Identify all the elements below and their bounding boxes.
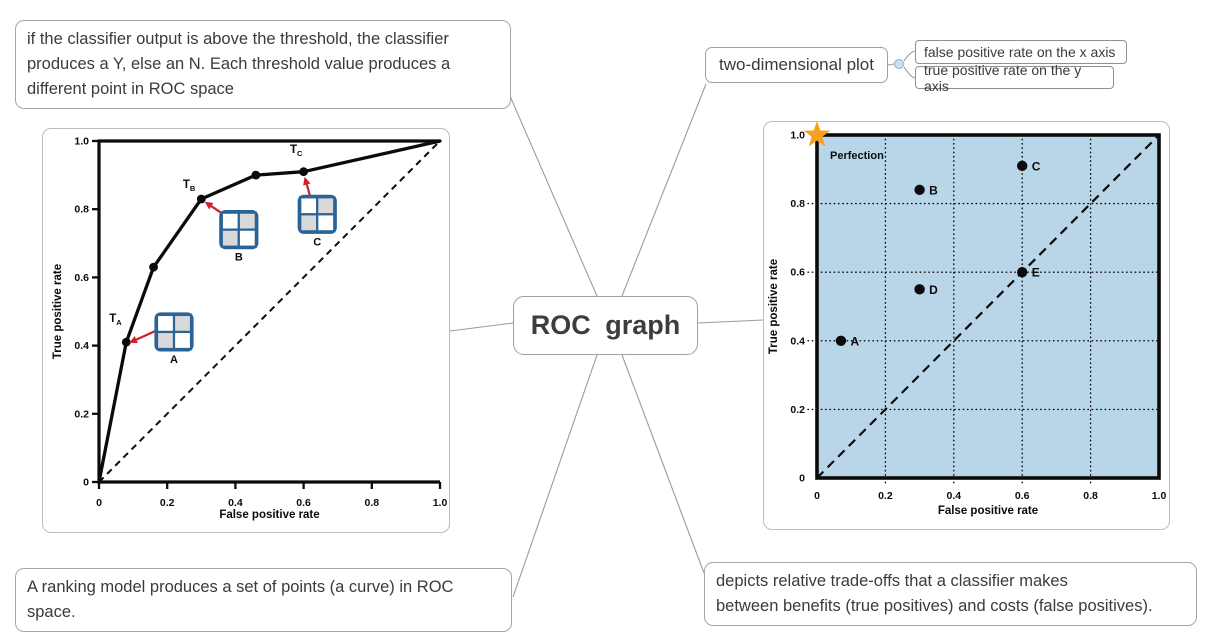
- y-tick-label: 0: [799, 473, 805, 485]
- x-tick-label: 0.6: [296, 497, 311, 509]
- confusion-matrix-cell: [316, 196, 336, 216]
- plot-axes: [97, 139, 440, 484]
- scatter-point-C: [1017, 160, 1028, 172]
- x-tick-label: 0.8: [364, 497, 379, 509]
- curve-point: [149, 262, 158, 272]
- red-arrow-head: [129, 336, 138, 344]
- y-tick-label: 1.0: [790, 130, 805, 142]
- connector-line: [887, 63, 895, 66]
- y-tick-label: 0.2: [790, 404, 805, 416]
- connector-line: [903, 50, 916, 62]
- diagonal-reference-line: [98, 140, 441, 483]
- confusion-matrix-label: C: [313, 236, 321, 248]
- scatter-point-A: [835, 335, 847, 346]
- note-tradeoffs[interactable]: depicts relative trade-offs that a class…: [704, 562, 1197, 626]
- threshold-label: TC: [290, 144, 303, 158]
- node-two-dimensional-plot[interactable]: two-dimensional plot: [705, 47, 888, 83]
- connector-line: [621, 354, 705, 574]
- plot-border: [815, 133, 1161, 480]
- connector-line: [621, 83, 707, 297]
- curve-point: [251, 170, 261, 180]
- connector-line: [449, 322, 514, 332]
- confusion-matrix-cell: [220, 228, 240, 248]
- x-tick-label: 0.2: [160, 497, 175, 509]
- roc-space-chart: 0 0.2 0.4 0.6 0.8 1.0 0 0.2 0.4 0.6 0.8 1.0 Perfecti…: [768, 122, 1167, 517]
- roc-space-figure[interactable]: 0 0.2 0.4 0.6 0.8 1.0 0 0.2 0.4 0.6 0.8 1.0 Perfecti…: [763, 121, 1170, 530]
- curve-point: [299, 167, 308, 177]
- connector-line: [697, 319, 764, 324]
- confusion-matrix-cell: [237, 228, 257, 248]
- scatter-point-label: D: [929, 283, 938, 297]
- connector-line: [903, 66, 916, 79]
- red-arrow-head: [204, 201, 214, 210]
- connector-line: [512, 354, 598, 598]
- scatter-point-E: [1017, 267, 1028, 278]
- y-tick-label: 0.8: [74, 204, 89, 216]
- scatter-point-label: E: [1032, 266, 1040, 280]
- note-ranking-model[interactable]: A ranking model produces a set of points…: [15, 568, 512, 632]
- connector-line: [509, 95, 598, 297]
- scatter-point-label: A: [850, 334, 859, 348]
- x-tick-label: 1.0: [1152, 490, 1167, 502]
- x-tick-label: 0.8: [1083, 490, 1098, 502]
- y-tick-label: 0.4: [790, 335, 805, 347]
- central-topic[interactable]: ROC graph: [513, 296, 698, 355]
- confusion-matrix-cell: [155, 313, 176, 334]
- x-axis-title: False positive rate: [219, 509, 319, 521]
- confusion-matrix-cell: [316, 213, 336, 233]
- x-tick-label: 0.4: [946, 490, 961, 502]
- node-fpr-x-axis[interactable]: false positive rate on the x axis: [915, 40, 1127, 64]
- confusion-matrix-cell: [237, 211, 257, 231]
- x-axis-title: False positive rate: [938, 505, 1038, 517]
- x-tick-label: 0: [96, 497, 102, 509]
- note-threshold-explanation[interactable]: if the classifier output is above the th…: [15, 20, 511, 109]
- confusion-matrix-frame: [219, 210, 259, 250]
- node-tpr-y-axis[interactable]: true positive rate on the y axis: [915, 62, 1114, 94]
- confusion-matrix-cell: [172, 313, 193, 334]
- confusion-matrix-cell: [299, 213, 319, 233]
- x-tick-label: 0.6: [1015, 490, 1030, 502]
- y-tick-label: 0.2: [74, 408, 89, 420]
- x-tick-label: 0.2: [878, 490, 893, 502]
- threshold-label: TA: [109, 313, 122, 327]
- y-axis-title: True positive rate: [768, 259, 780, 354]
- y-tick-label: 0.8: [790, 198, 805, 210]
- confusion-matrix-label: B: [235, 252, 243, 264]
- scatter-point-label: B: [929, 183, 938, 197]
- roc-curve-chart: 0 0.2 0.4 0.6 0.8 1.0 0 0.2 0.4 0.6 0.8 1.0 TA TB TC A B…: [52, 136, 448, 522]
- confusion-matrix-frame: [154, 312, 194, 352]
- confusion-matrix-cell: [220, 211, 240, 231]
- collapse-toggle-icon[interactable]: [894, 59, 904, 69]
- y-tick-label: 0: [83, 477, 89, 489]
- y-tick-label: 0.4: [74, 340, 89, 352]
- curve-point: [196, 194, 206, 204]
- y-axis-title: True positive rate: [52, 264, 64, 359]
- x-tick-label: 1.0: [433, 497, 448, 509]
- x-tick-label: 0.4: [228, 497, 243, 509]
- red-arrow: [135, 329, 158, 341]
- y-tick-label: 1.0: [74, 136, 89, 148]
- confusion-matrix-cell: [299, 196, 319, 216]
- y-tick-label: 0.6: [74, 272, 89, 284]
- confusion-matrix-cell: [172, 330, 193, 351]
- perfection-label: Perfection: [830, 150, 884, 162]
- scatter-point-label: C: [1032, 159, 1041, 173]
- x-tick-label: 0: [814, 490, 820, 502]
- curve-point: [121, 337, 131, 347]
- y-tick-label: 0.6: [790, 267, 805, 279]
- confusion-matrix-label: A: [170, 354, 178, 366]
- red-arrow-head: [303, 176, 311, 186]
- diagonal-reference-line: [816, 134, 1160, 479]
- threshold-label: TB: [183, 179, 196, 193]
- scatter-point-D: [914, 284, 925, 295]
- confusion-matrix-frame: [297, 194, 337, 234]
- confusion-matrix-cell: [155, 330, 176, 351]
- perfection-star-icon: [803, 122, 831, 147]
- scatter-point-B: [914, 184, 925, 196]
- roc-curve-figure[interactable]: 0 0.2 0.4 0.6 0.8 1.0 0 0.2 0.4 0.6 0.8 1.0 TA TB TC A B…: [42, 128, 450, 533]
